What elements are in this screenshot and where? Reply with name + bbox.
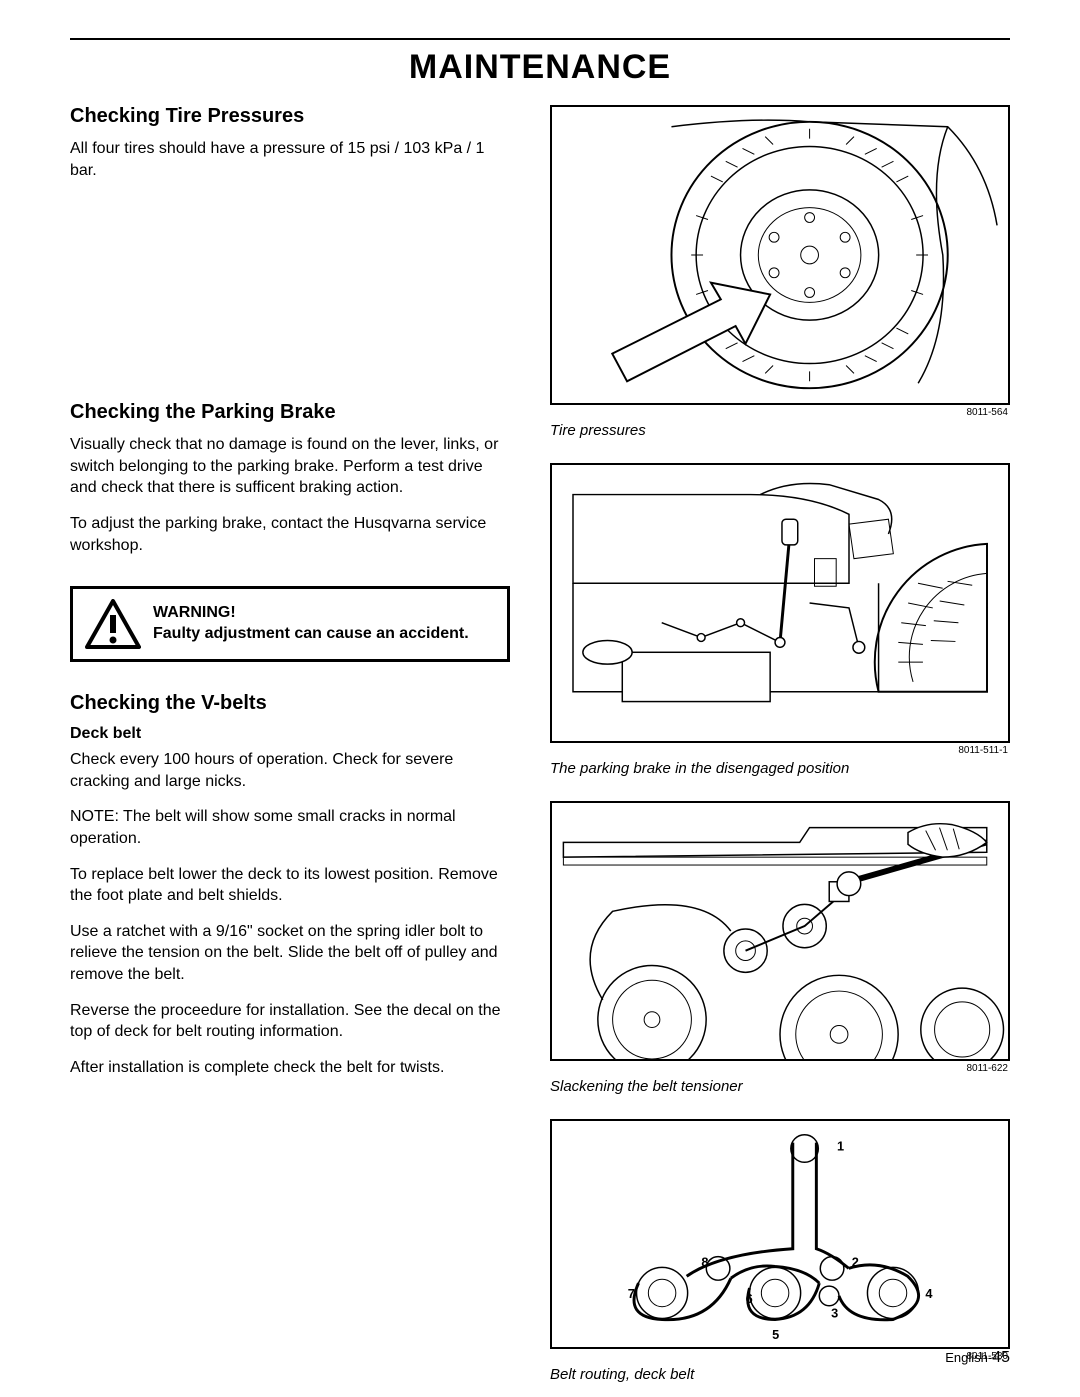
routing-label-5: 5 xyxy=(772,1327,779,1342)
figure-brake-caption: The parking brake in the disengaged posi… xyxy=(550,760,1010,777)
page-footer: English-45 xyxy=(945,1349,1010,1367)
figure-tensioner-caption: Slackening the belt tensioner xyxy=(550,1078,1010,1095)
content-columns: Checking Tire Pressures All four tires s… xyxy=(70,105,1010,1383)
figure-brake xyxy=(550,463,1010,743)
routing-label-7: 7 xyxy=(628,1286,635,1301)
top-rule xyxy=(70,38,1010,40)
routing-label-4: 4 xyxy=(925,1286,933,1301)
subheading-deck-belt: Deck belt xyxy=(70,725,510,743)
section-vbelts: Checking the V-belts Deck belt Check eve… xyxy=(70,692,510,1078)
warning-box: WARNING! Faulty adjustment can cause an … xyxy=(70,586,510,662)
text-vbelts-5: Reverse the proceedure for installation.… xyxy=(70,1000,510,1043)
routing-label-6: 6 xyxy=(746,1291,753,1306)
left-column: Checking Tire Pressures All four tires s… xyxy=(70,105,510,1383)
footer-label: English- xyxy=(945,1350,992,1365)
figure-tire-id: 8011-564 xyxy=(550,407,1010,418)
figure-tire-caption: Tire pressures xyxy=(550,422,1010,439)
figure-brake-id: 8011-511-1 xyxy=(550,745,1010,756)
section-tire-pressures: Checking Tire Pressures All four tires s… xyxy=(70,105,510,181)
figure-routing: 1 2 3 4 5 6 7 8 xyxy=(550,1119,1010,1349)
figure-tire xyxy=(550,105,1010,405)
text-vbelts-2: NOTE: The belt will show some small crac… xyxy=(70,806,510,849)
routing-label-1: 1 xyxy=(837,1138,844,1153)
text-vbelts-1: Check every 100 hours of operation. Chec… xyxy=(70,749,510,792)
right-column: 8011-564 Tire pressures xyxy=(550,105,1010,1383)
routing-label-3: 3 xyxy=(831,1306,838,1321)
text-tire-pressures: All four tires should have a pressure of… xyxy=(70,138,510,181)
warning-body: Faulty adjustment can cause an accident. xyxy=(153,624,469,645)
heading-tire-pressures: Checking Tire Pressures xyxy=(70,105,510,128)
figure-routing-caption: Belt routing, deck belt xyxy=(550,1366,1010,1383)
warning-label: WARNING! xyxy=(153,603,469,624)
heading-vbelts: Checking the V-belts xyxy=(70,692,510,715)
routing-label-8: 8 xyxy=(701,1254,708,1269)
text-parking-brake-2: To adjust the parking brake, contact the… xyxy=(70,513,510,556)
text-parking-brake-1: Visually check that no damage is found o… xyxy=(70,434,510,499)
heading-parking-brake: Checking the Parking Brake xyxy=(70,401,510,424)
figure-tensioner-id: 8011-622 xyxy=(550,1063,1010,1074)
warning-text: WARNING! Faulty adjustment can cause an … xyxy=(153,603,469,645)
footer-page-number: 45 xyxy=(992,1349,1010,1366)
figure-tensioner xyxy=(550,801,1010,1061)
routing-label-2: 2 xyxy=(852,1254,859,1269)
text-vbelts-6: After installation is complete check the… xyxy=(70,1057,510,1079)
page-title: MAINTENANCE xyxy=(70,48,1010,87)
figure-routing-id: 8011-580 xyxy=(550,1351,1010,1362)
text-vbelts-3: To replace belt lower the deck to its lo… xyxy=(70,864,510,907)
text-vbelts-4: Use a ratchet with a 9/16" socket on the… xyxy=(70,921,510,986)
section-parking-brake: Checking the Parking Brake Visually chec… xyxy=(70,401,510,556)
warning-icon xyxy=(85,599,141,649)
